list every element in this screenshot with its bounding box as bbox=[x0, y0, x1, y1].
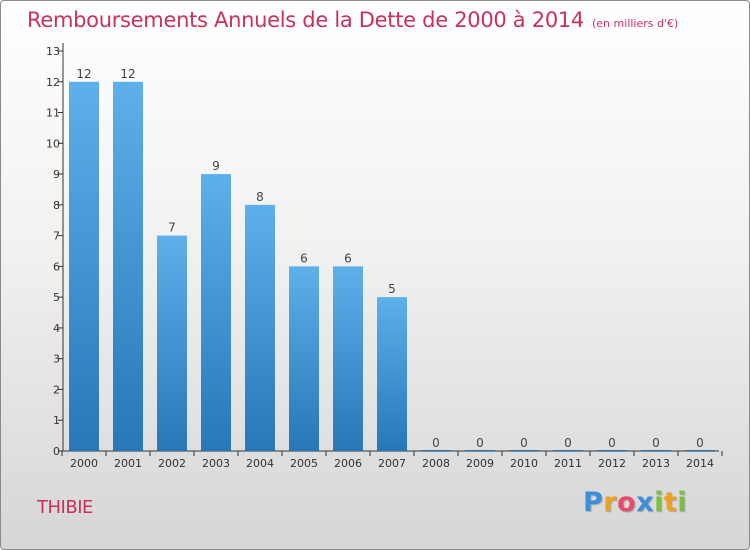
data-label: 12 bbox=[120, 67, 135, 81]
x-tick-label: 2012 bbox=[598, 457, 626, 470]
data-label: 6 bbox=[344, 251, 352, 265]
data-label: 9 bbox=[212, 159, 220, 173]
bar bbox=[69, 81, 99, 452]
title-text: Remboursements Annuels de la Dette de 20… bbox=[27, 8, 584, 32]
x-tick-label: 2006 bbox=[334, 457, 362, 470]
y-tick-label: 1 bbox=[53, 414, 60, 427]
x-tick-label: 2001 bbox=[114, 457, 142, 470]
y-tick-label: 9 bbox=[53, 168, 60, 181]
x-tick-label: 2010 bbox=[510, 457, 538, 470]
data-label: 8 bbox=[256, 190, 264, 204]
x-tick-label: 2005 bbox=[290, 457, 318, 470]
y-tick-label: 6 bbox=[53, 260, 60, 273]
y-tick-label: 4 bbox=[53, 322, 60, 335]
x-tick-label: 2007 bbox=[378, 457, 406, 470]
data-label: 0 bbox=[652, 436, 660, 450]
bar bbox=[201, 174, 231, 452]
y-tick-label: 0 bbox=[53, 445, 60, 458]
chart-subtitle: (en milliers d'€) bbox=[592, 17, 679, 30]
bar bbox=[377, 297, 407, 451]
x-tick-label: 2009 bbox=[466, 457, 494, 470]
bars bbox=[69, 81, 715, 452]
y-tick-label: 12 bbox=[46, 76, 60, 89]
x-tick-label: 2004 bbox=[246, 457, 274, 470]
proxiti-logo: Proxiti bbox=[583, 487, 688, 518]
bar bbox=[245, 204, 275, 451]
x-tick-label: 2013 bbox=[642, 457, 670, 470]
y-tick-label: 8 bbox=[53, 199, 60, 212]
x-tick-label: 2003 bbox=[202, 457, 230, 470]
bar bbox=[289, 266, 319, 451]
bar bbox=[157, 235, 187, 451]
x-tick-label: 2000 bbox=[70, 457, 98, 470]
data-label: 0 bbox=[696, 436, 704, 450]
data-label: 0 bbox=[608, 436, 616, 450]
x-tick-label: 2014 bbox=[686, 457, 714, 470]
bar bbox=[333, 266, 363, 451]
y-tick-label: 11 bbox=[46, 107, 60, 120]
data-label: 0 bbox=[520, 436, 528, 450]
data-label: 0 bbox=[564, 436, 572, 450]
data-labels: 12 12 7 9 8 6 6 5 0 0 0 0 0 0 0 bbox=[76, 67, 703, 450]
x-tick-label: 2002 bbox=[158, 457, 186, 470]
data-label: 7 bbox=[168, 221, 176, 235]
data-label: 0 bbox=[476, 436, 484, 450]
y-tick-label: 5 bbox=[53, 291, 60, 304]
y-tick-label: 10 bbox=[46, 137, 60, 150]
y-tick-label: 2 bbox=[53, 383, 60, 396]
x-tick-label: 2008 bbox=[422, 457, 450, 470]
commune-name: THIBIE bbox=[37, 497, 93, 518]
data-label: 5 bbox=[388, 282, 396, 296]
y-tick-label: 3 bbox=[53, 353, 60, 366]
data-label: 6 bbox=[300, 251, 308, 265]
data-label: 0 bbox=[432, 436, 440, 450]
x-tick-label: 2011 bbox=[554, 457, 582, 470]
chart-title: Remboursements Annuels de la Dette de 20… bbox=[27, 8, 678, 32]
y-tick-label: 13 bbox=[46, 45, 60, 58]
data-label: 12 bbox=[76, 67, 91, 81]
y-tick-label: 7 bbox=[53, 230, 60, 243]
bar bbox=[113, 81, 143, 452]
